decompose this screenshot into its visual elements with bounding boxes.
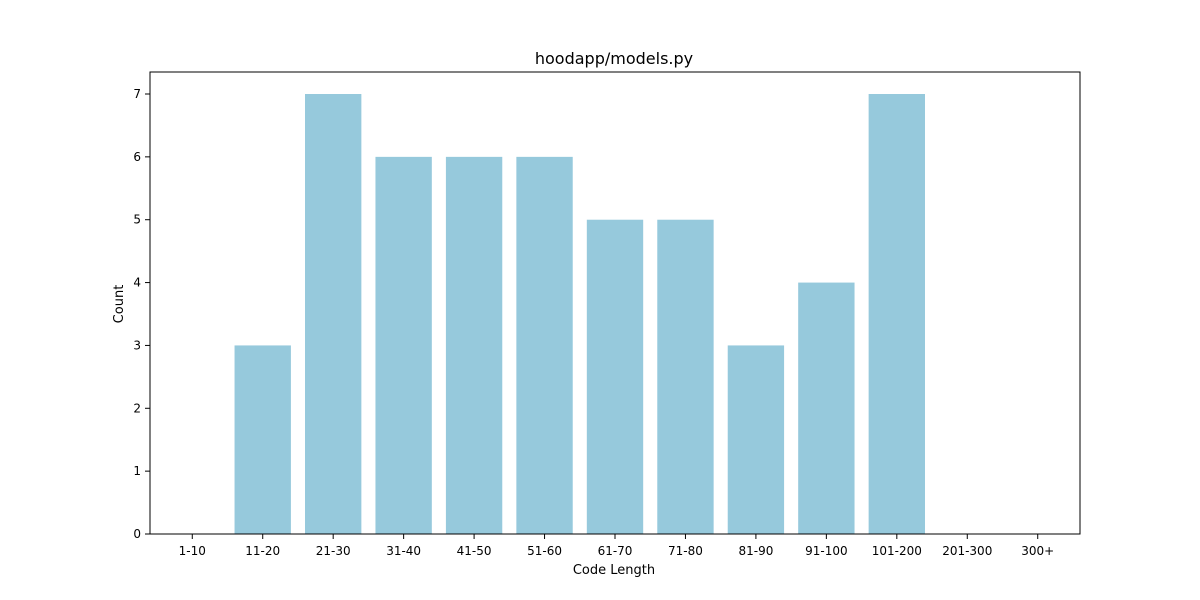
bars-group <box>234 94 925 534</box>
x-tick-label: 71-80 <box>668 544 703 558</box>
bar-11-20 <box>234 345 291 534</box>
bar-41-50 <box>445 156 503 534</box>
y-tick-label: 0 <box>133 527 141 541</box>
bar-71-80 <box>657 219 714 534</box>
bar-61-70 <box>586 219 644 534</box>
x-tick-label: 51-60 <box>527 544 562 558</box>
bar-101-200 <box>868 94 925 534</box>
y-tick-label: 3 <box>133 338 141 352</box>
x-tick-label: 1-10 <box>179 544 206 558</box>
x-tick-label: 201-300 <box>942 544 992 558</box>
bar-21-30 <box>305 94 362 534</box>
x-tick-label: 11-20 <box>245 544 280 558</box>
x-axis-label: Code Length <box>573 563 655 578</box>
x-tick-label: 31-40 <box>386 544 421 558</box>
y-tick-label: 1 <box>133 464 141 478</box>
bar-81-90 <box>727 345 785 534</box>
x-tick-label: 21-30 <box>316 544 351 558</box>
bar-51-60 <box>516 156 573 534</box>
plot-frame <box>149 71 1081 535</box>
y-axis-ticks: 0 1 2 3 4 5 6 7 <box>133 87 150 541</box>
y-tick-label: 2 <box>133 401 141 415</box>
chart-title: hoodapp/models.py <box>535 49 693 68</box>
y-tick-label: 7 <box>133 87 141 101</box>
y-tick-label: 5 <box>133 213 141 227</box>
x-tick-label: 41-50 <box>457 544 492 558</box>
x-tick-label: 101-200 <box>872 544 922 558</box>
y-tick-label: 6 <box>133 150 141 164</box>
x-tick-label: 61-70 <box>598 544 633 558</box>
x-tick-label: 81-90 <box>738 544 773 558</box>
x-tick-label: 91-100 <box>805 544 848 558</box>
y-tick-label: 4 <box>133 276 141 290</box>
bar-31-40 <box>375 156 432 534</box>
x-tick-label: 300+ <box>1021 544 1054 558</box>
bar-91-100 <box>798 282 855 534</box>
x-axis-ticks: 1-10 11-20 21-30 31-40 41-50 51-60 61-70 71-80 8… <box>179 534 1054 558</box>
y-axis-label: Count <box>112 285 127 324</box>
